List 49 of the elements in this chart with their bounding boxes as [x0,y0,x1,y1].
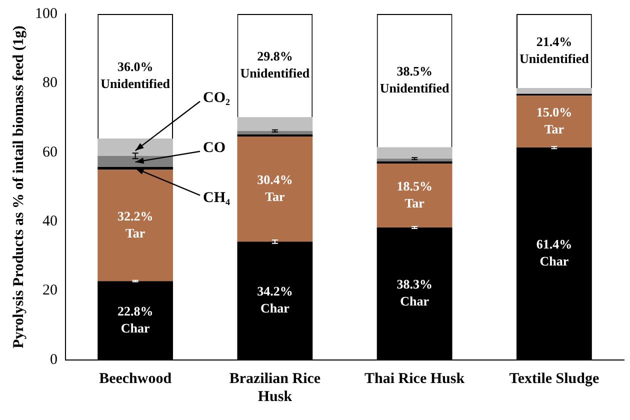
bar [237,136,313,242]
y-axis-title: Pyrolysis Products as % of intail biomass feed (1g) [10,26,27,348]
data-label: 15.0% [536,104,572,120]
text: Char [540,254,569,269]
y-tick-label: 40 [42,214,58,230]
text: Char [400,294,430,309]
bar [98,156,174,167]
bar [516,88,592,94]
text: Tar [125,225,146,240]
text: Tar [404,195,424,210]
text: Unidentified [520,50,589,66]
y-tick-label: 80 [42,75,58,92]
data-label: 22.8% [117,303,154,318]
x-tick-label: Thai Rice Husk [364,370,466,387]
data-label: 21.4% [536,34,572,49]
y-tick-label: 20 [42,282,58,299]
bar [98,170,174,282]
bar [516,96,592,148]
data-label: 38.5% [396,63,432,78]
bar [376,158,452,162]
data-label: 34.2% [257,284,293,299]
bar [376,163,452,228]
data-label: 38.3% [396,276,432,292]
x-tick-label: Beechwood [99,370,172,387]
annotation: CH₄ [203,190,231,206]
series-label: Tar [544,121,564,136]
annotation: CO₂ [203,90,231,106]
text: Char [260,300,290,316]
series-label: Char [120,320,150,336]
bar [237,117,313,131]
bar [98,138,174,156]
text: Unidentified [380,80,450,96]
x-tick-label: Textile Sludge [509,370,600,387]
bar [237,130,313,134]
text: Unidentified [240,65,310,80]
y-tick-label: 60 [42,144,58,160]
data-label: 29.8% [257,48,293,64]
series-label: Unidentified [100,76,171,92]
data-label: 36.0% [117,59,154,74]
y-tick-label: 100 [35,6,58,22]
data-label: 18.5% [396,178,432,194]
data-label: 61.4% [536,236,572,252]
data-label: 30.4% [257,172,293,187]
annotation: CO [203,140,226,156]
bar [376,147,452,159]
y-tick-label: 0 [50,352,58,368]
text: Tar [265,188,285,204]
data-label: 32.2% [117,208,154,224]
x-tick-label: Brazilian Rice Husk [229,370,321,405]
